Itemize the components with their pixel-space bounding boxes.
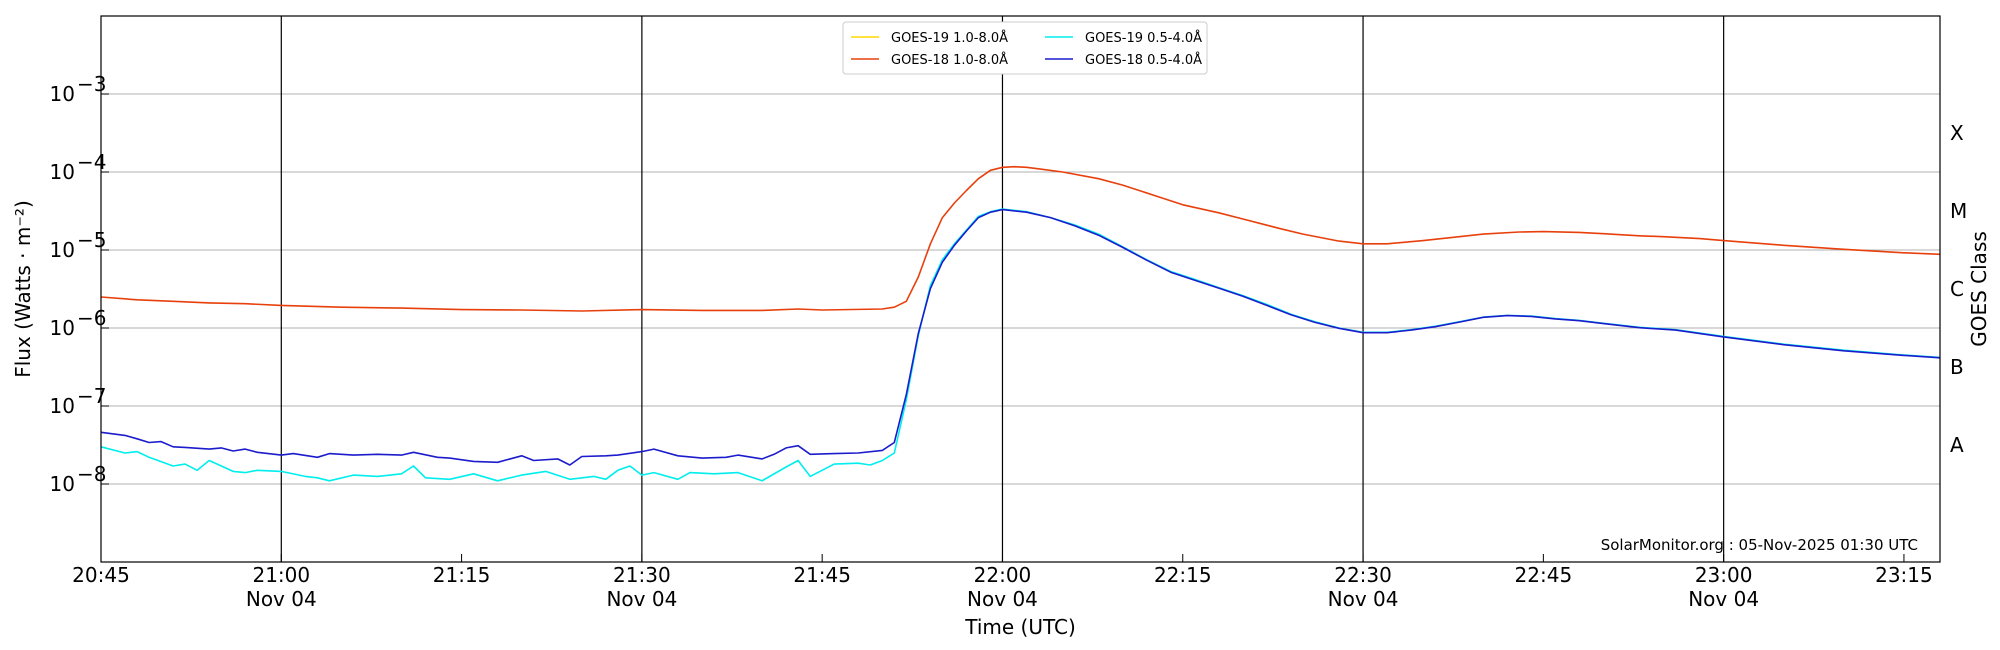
x-tick-label: 20:45 [72, 563, 130, 587]
y-tick-label: 10 [50, 316, 75, 340]
y-tick-exponent: −5 [77, 228, 106, 252]
y-tick-label: 10 [50, 160, 75, 184]
y-tick-label: 10 [50, 394, 75, 418]
x-tick-sublabel: Nov 04 [967, 587, 1038, 611]
y-tick-label: 10 [50, 238, 75, 262]
y-tick-label: 10 [50, 472, 75, 496]
x-tick-sublabel: Nov 04 [246, 587, 317, 611]
y-axis-title: Flux (Watts · m⁻²) [11, 200, 35, 378]
series-line [100, 208, 1941, 466]
legend-entry: GOES-19 1.0-8.0Å [891, 30, 1008, 46]
goes-class-label: A [1950, 433, 1964, 457]
x-tick-label: 22:30 [1334, 563, 1392, 587]
goes-class-label: M [1950, 199, 1967, 223]
x-tick-sublabel: Nov 04 [606, 587, 677, 611]
series-line [100, 165, 1941, 312]
y-tick-exponent: −6 [77, 306, 106, 330]
x-tick-label: 22:45 [1515, 563, 1573, 587]
x-tick-label: 22:00 [974, 563, 1032, 587]
x-axis-title: Time (UTC) [964, 615, 1076, 639]
x-tick-label: 21:30 [613, 563, 671, 587]
plot-frame [100, 15, 1941, 563]
grid-layer [101, 16, 1940, 562]
legend-entry: GOES-18 1.0-8.0Å [891, 52, 1008, 68]
legend-box [842, 21, 1208, 75]
goes-class-label: X [1950, 121, 1964, 145]
legend-entry: GOES-19 0.5-4.0Å [1085, 30, 1202, 46]
y-tick-exponent: −3 [77, 72, 106, 96]
goes-class-label: C [1950, 277, 1964, 301]
x-tick-label: 21:15 [433, 563, 491, 587]
y-tick-label: 10 [50, 82, 75, 106]
legend-entry: GOES-18 0.5-4.0Å [1085, 52, 1202, 68]
x-tick-label: 22:15 [1154, 563, 1212, 587]
x-tick-label: 23:00 [1695, 563, 1753, 587]
x-tick-label: 23:15 [1875, 563, 1933, 587]
watermark-text: SolarMonitor.org : 05-Nov-2025 01:30 UTC [1601, 536, 1918, 554]
legend: GOES-19 1.0-8.0Å GOES-19 0.5-4.0Å GOES-18 … [842, 21, 1208, 75]
goes-class-label: B [1950, 355, 1964, 379]
series-layer [100, 165, 1941, 482]
x-tick-label: 21:00 [252, 563, 310, 587]
x-tick-sublabel: Nov 04 [1328, 587, 1399, 611]
y-tick-exponent: −7 [77, 384, 106, 408]
x-tick-label: 21:45 [793, 563, 851, 587]
x-tick-sublabel: Nov 04 [1688, 587, 1759, 611]
y-tick-exponent: −4 [77, 150, 106, 174]
y-tick-exponent: −8 [77, 462, 106, 486]
right-y-axis-title: GOES Class [1967, 231, 1991, 347]
